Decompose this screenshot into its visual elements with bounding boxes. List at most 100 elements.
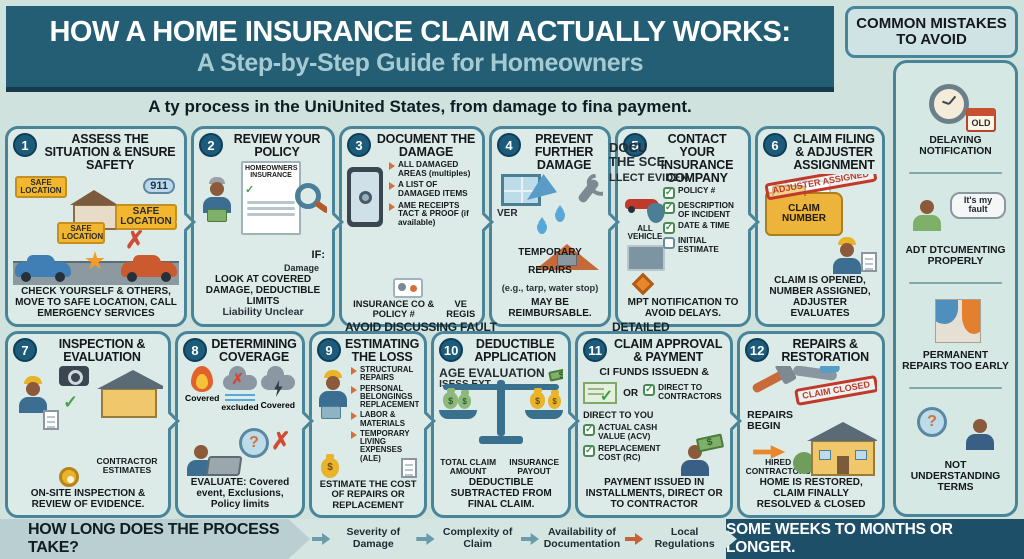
car-roof <box>133 255 161 263</box>
step-card-7: 7 INSPECTION & EVALUATION CONTRACTOR EST… <box>5 331 171 518</box>
mistake-label: DELAYING NOTIFICATION <box>919 135 992 158</box>
checklist-item: ACTUAL CASH VALUE (ACV) <box>583 423 671 441</box>
person-head <box>210 182 224 196</box>
bush-icon <box>793 452 816 474</box>
caption-title: TEMPORARY REPAIRS <box>518 247 582 276</box>
checklist-label: DESCRIPTION OF INCIDENT <box>678 201 734 219</box>
checklist-item: INITIAL ESTIMATE <box>663 236 743 254</box>
arrow-right-icon <box>520 533 539 545</box>
bullet-arrow-icon <box>389 202 395 211</box>
step-title: ESTIMATING THE LOSS <box>345 337 420 364</box>
step-number-badge: 10 <box>439 338 464 362</box>
bullet-item: PERSONAL BELONGINGS REPLACEMENT <box>351 384 419 410</box>
doc-line <box>247 212 295 216</box>
person-body <box>319 391 347 407</box>
step-title: PREVENT FURTHER DAMAGE <box>534 132 594 172</box>
checklist-label: REPLACEMENT COST (RC) <box>598 444 661 462</box>
bullet-arrow-icon <box>351 385 357 394</box>
step-title: DOCUMENT THE DAMAGE <box>376 132 476 159</box>
step-footer: MAY BE REIMBURSABLE. <box>508 297 592 319</box>
step-6-header: 6 CLAIM FILING & ADJUSTER ASSIGNMENT <box>763 133 877 172</box>
step-card-2: 2 REVIEW YOUR POLICY HOMEOWNERS INSURANC… <box>191 126 335 327</box>
step-3-header: 3 DOCUMENT THE DAMAGE <box>347 133 477 159</box>
step-card-11: 11 CLAIM APPROVAL & PAYMENT CI FUNDS ISS… <box>575 331 734 518</box>
bullet-text: ALL DAMAGED AREAS (multiples) <box>398 161 471 178</box>
step-title: CONTACT YOUR INSURANCE COMPANY <box>660 132 734 185</box>
safe-location-tag: SAFE LOCATION <box>57 222 105 245</box>
checklist-label: POLICY # <box>678 186 716 195</box>
vehicle-garble-label: ALL VEHICLE <box>627 224 663 242</box>
arrow-right-icon <box>416 533 435 545</box>
step-title: CLAIM FILING & ADJUSTER ASSIGNMENT <box>793 132 875 172</box>
person-head <box>194 445 208 459</box>
bullet-item: A LIST OF DAMAGED ITEMS <box>389 180 477 198</box>
checklist-label: ACTUAL CASH VALUE (ACV) <box>598 423 658 441</box>
bullet-item: ALL DAMAGED AREAS (multiples) <box>389 161 477 178</box>
divider <box>908 172 1003 175</box>
step-number-badge: 11 <box>583 338 608 362</box>
money-bag-icon <box>321 453 339 478</box>
step-11-header: 11 CLAIM APPROVAL & PAYMENT <box>583 338 725 364</box>
arrow-right-icon <box>312 533 331 545</box>
person-body <box>833 258 861 274</box>
payment-basis-list: ACTUAL CASH VALUE (ACV) REPLACEMENT COST… <box>583 423 671 462</box>
scale-pan-left <box>439 410 478 419</box>
claim-closed-stamp: CLAIM CLOSED <box>793 374 878 407</box>
step-4-header: 4 PREVENT FURTHER DAMAGE <box>497 133 603 172</box>
step-number-badge: 1 <box>13 133 37 157</box>
step-card-10: 10 DEDUCTIBLE APPLICATION AGE EVALUATION… <box>431 331 572 518</box>
scale-pole <box>497 380 506 436</box>
step-footer: INSURANCE CO & POLICY # VE REGIS <box>347 298 477 320</box>
mistake-item-delaying: OLD DELAYING NOTIFICATION <box>901 84 1010 157</box>
factor-documentation: Availability of Documentation <box>543 526 621 550</box>
footer-text: Covered event, Exclusions, Policy limits <box>196 477 290 510</box>
step-card-4: 4 PREVENT FURTHER DAMAGE VER TEMPORARY R… <box>489 126 611 327</box>
person-head <box>920 199 934 214</box>
step-footer: ESTIMATE THE COST OF REPAIRS OR REPLACEM… <box>319 477 417 510</box>
garbled-text: Damage <box>283 263 319 274</box>
balance-scale-icon <box>439 368 564 444</box>
person-body <box>913 214 941 231</box>
arrow-right-orange-icon <box>624 533 644 545</box>
scale-beam <box>443 384 560 390</box>
check-payment-icon <box>583 382 618 406</box>
step-1-header: 1 ASSESS THE SITUATION & ENSURE SAFETY <box>13 133 179 172</box>
patch-icon <box>557 254 577 266</box>
avoid-discussing-fault-label: AVOID DISCUSSING FAULT <box>345 320 497 334</box>
person-hair <box>209 177 225 184</box>
camera-icon <box>59 366 89 386</box>
camera-lens-icon <box>358 190 372 204</box>
cash-icon <box>695 433 725 453</box>
estimator-person-icon <box>317 370 349 407</box>
tagline: A ty process in the UniUnited States, fr… <box>148 97 692 116</box>
bullet-arrow-icon <box>389 182 395 191</box>
bullet-arrow-icon <box>351 430 357 439</box>
step-3-illustration: ALL DAMAGED AREAS (multiples) A LIST OF … <box>347 161 477 298</box>
wrench-icon <box>576 177 601 205</box>
page-subtitle: A Step-by-Step Guide for Homeowners <box>196 48 644 77</box>
bullet-item: STRUCTURAL REPAIRS <box>351 366 419 383</box>
checkbox-icon <box>663 237 675 250</box>
checklist-item: DATE & TIME <box>663 222 743 235</box>
repairs-begin-label: REPAIRS BEGIN <box>747 409 794 433</box>
magnifier-icon <box>295 183 321 209</box>
road-photo-icon <box>627 245 665 271</box>
factor-regulations: Local Regulations <box>654 526 715 550</box>
blue-car-icon <box>15 255 71 282</box>
fire-icon <box>191 366 214 392</box>
step-number-badge: 2 <box>199 133 223 157</box>
step-title: ASSESS THE SITUATION & ENSURE SAFETY <box>44 132 176 172</box>
hard-hat-icon <box>838 237 856 245</box>
hard-hat-icon <box>324 370 342 378</box>
if-label: IF: <box>311 249 325 262</box>
water-drop-icon <box>537 222 547 234</box>
step-title: CLAIM APPROVAL & PAYMENT <box>614 337 723 364</box>
phone-camera-icon <box>347 167 383 227</box>
storm-cloud-icon <box>260 366 295 390</box>
clipboard-icon <box>43 410 59 430</box>
question-mark-bubble <box>917 406 947 437</box>
x-icon <box>271 427 291 456</box>
step-5-header: 5 CONTACT YOUR INSURANCE COMPANY <box>623 133 743 185</box>
question-bubble-icon <box>901 405 1010 457</box>
